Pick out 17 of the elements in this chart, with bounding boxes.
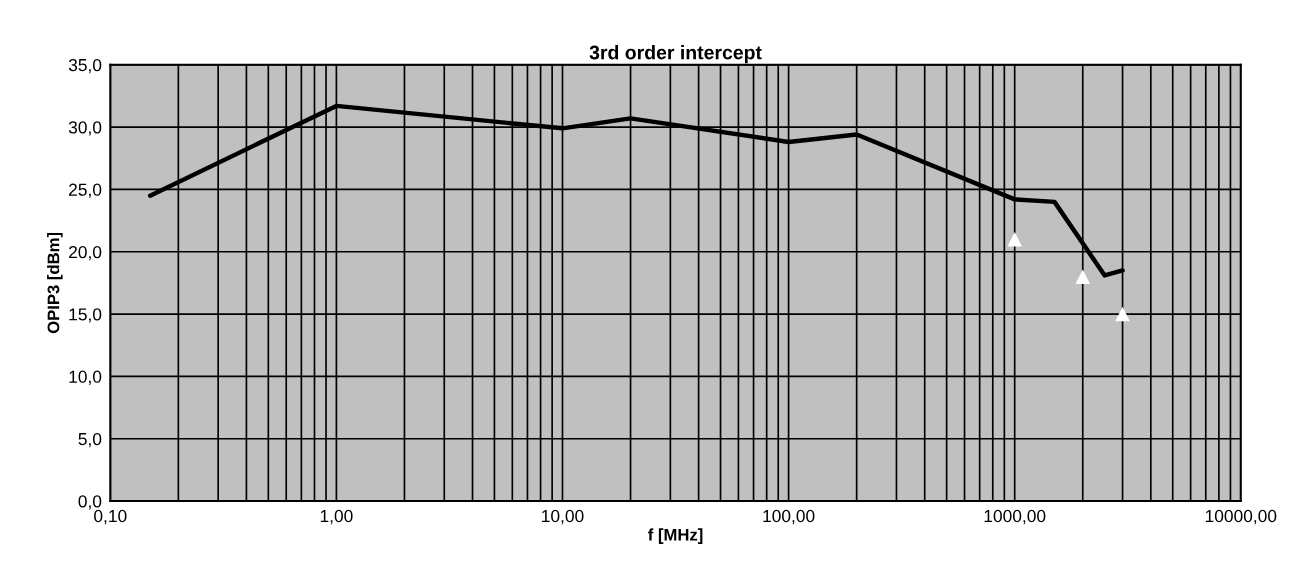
x-tick-label: 1000,00 (984, 509, 1046, 525)
y-tick-label: 15,0 (69, 308, 102, 323)
y-tick-label: 5,0 (78, 432, 102, 448)
y-axis-title: OPIP3 [dBm] (47, 232, 63, 334)
x-tick-label: 0,10 (94, 509, 127, 525)
y-tick-label: 25,0 (69, 183, 102, 198)
x-tick-label: 10000,00 (1205, 509, 1277, 525)
y-tick-label: 20,0 (69, 245, 102, 261)
y-tick-label: 10,0 (69, 370, 102, 385)
y-tick-label: 30,0 (68, 121, 102, 136)
x-tick-label: 1,00 (320, 509, 353, 525)
x-tick-label: 10,00 (542, 509, 584, 525)
y-tick-label: 0,0 (78, 495, 102, 510)
x-axis-title: f [MHz] (648, 528, 703, 544)
y-tick-label: 35,0 (68, 58, 102, 74)
chart-title: 3rd order intercept (589, 45, 762, 64)
x-tick-label: 100,00 (763, 509, 815, 525)
